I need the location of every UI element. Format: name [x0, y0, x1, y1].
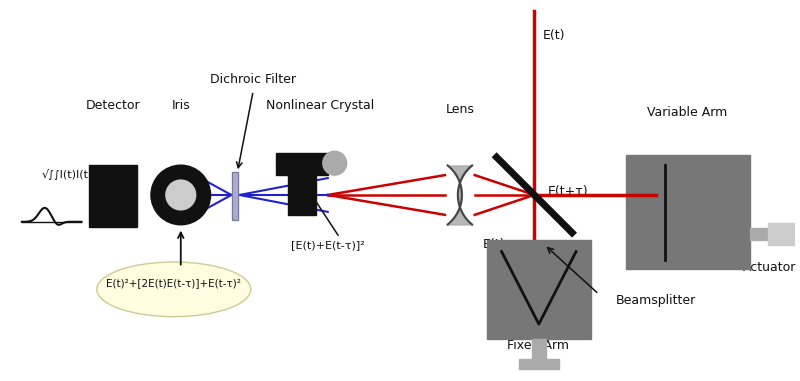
Polygon shape [233, 172, 238, 220]
Text: Lens: Lens [446, 102, 474, 115]
Text: E(t+τ): E(t+τ) [548, 185, 589, 198]
Text: E(t): E(t) [542, 29, 565, 42]
Text: Beamsplitter: Beamsplitter [615, 294, 696, 307]
Bar [90, 165, 137, 227]
Text: [E(t)+E(t-τ)]²: [E(t)+E(t-τ)]² [291, 240, 365, 250]
Bar [626, 155, 750, 269]
Bar [532, 339, 546, 361]
Bar [519, 359, 558, 369]
Bar [768, 223, 798, 245]
Ellipse shape [97, 262, 250, 317]
Bar [276, 153, 328, 175]
Circle shape [166, 180, 196, 210]
Bar [486, 240, 591, 339]
Text: Actuator: Actuator [743, 261, 797, 274]
Text: Detector: Detector [86, 99, 141, 112]
Bar [750, 228, 768, 240]
Text: Variable Arm: Variable Arm [647, 106, 727, 118]
Text: Dichroic Filter: Dichroic Filter [210, 73, 296, 86]
Bar [288, 173, 316, 215]
Text: √∫∫I(t)I(t+τ)dt: √∫∫I(t)I(t+τ)dt [42, 169, 121, 180]
Text: Nonlinear Crystal: Nonlinear Crystal [266, 99, 374, 112]
Text: Fixed Arm: Fixed Arm [507, 339, 570, 352]
Text: Iris: Iris [171, 99, 190, 112]
Circle shape [322, 151, 346, 175]
Circle shape [151, 165, 210, 225]
Text: E(t)²+[2E(t)E(t-τ)]+E(t-τ)²: E(t)²+[2E(t)E(t-τ)]+E(t-τ)² [106, 279, 242, 288]
Text: E(t): E(t) [482, 238, 505, 251]
